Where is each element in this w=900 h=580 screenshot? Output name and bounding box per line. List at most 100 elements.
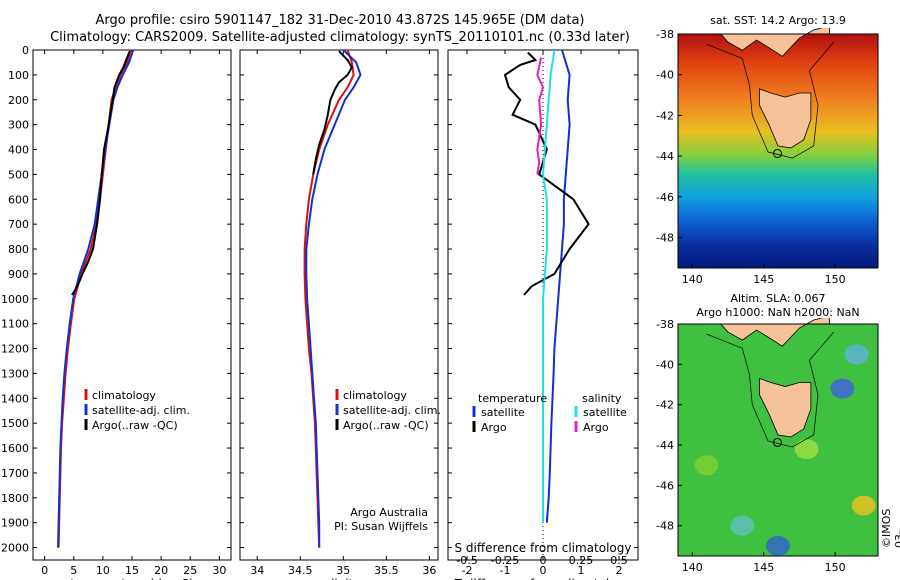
y-tick-label: 300 [8,119,29,132]
chart-title-line2: Climatology: CARS2009. Satellite-adjuste… [50,30,630,45]
y-tick-label: 1600 [1,442,29,455]
map-frame [677,323,879,557]
x-tick-label: 15 [125,564,139,577]
series-line-argo-raw-qc- [71,50,131,296]
x-tick-label: 34.5 [288,564,313,577]
x-tick-label: 34 [250,564,264,577]
map-y-tick-label: -38 [656,28,674,41]
map-x-tick-label: 150 [825,273,846,286]
tasmania [759,377,812,438]
top-tick-label: 0.5 [610,554,628,567]
legend-label: Argo(..raw -QC) [343,419,429,432]
plot-frame-temperature [32,49,232,561]
y-tick-label: 1300 [1,367,29,380]
series-line-climatology [57,49,132,548]
x-axis-label: T difference from climatology [454,577,632,580]
y-tick-label: 1700 [1,467,29,480]
map-y-tick-label: -46 [656,479,674,492]
x-axis-label: temperature (deg C) [70,577,193,580]
y-tick-label: 800 [8,243,29,256]
series-line-climatology [303,49,355,548]
top-axis-label: S difference from climatology [455,541,632,555]
sla-map-title-line1: Altim. SLA: 0.067 [730,292,826,305]
series-line-argo [536,57,545,175]
x-tick-label: -2 [462,564,473,577]
legend-label: satellite-adj. clim. [343,404,441,417]
y-tick-label: 400 [8,144,29,157]
sla-anomaly [794,439,819,460]
x-tick-label: 0 [540,564,547,577]
x-tick-label: 20 [154,564,168,577]
legend-label: satellite [481,406,525,419]
sla-anomaly [766,535,790,556]
map-y-tick-label: -44 [656,150,674,163]
map-y-tick-label: -38 [656,318,674,331]
y-tick-label: 100 [8,69,29,82]
sla-anomaly [694,455,719,476]
sst-map-title: sat. SST: 14.2 Argo: 13.9 [710,14,846,27]
map-y-tick-label: -44 [656,439,674,452]
shelf-contour [706,41,834,159]
australia-mainland [719,318,830,347]
x-tick-label: 30 [212,564,226,577]
top-tick-label: 0 [540,554,547,567]
chart-title-line1: Argo profile: csiro 5901147_182 31-Dec-2… [95,13,585,28]
y-tick-label: 0 [22,44,29,57]
annotation-line1: Argo Australia [350,506,428,519]
y-tick-label: 1400 [1,392,29,405]
series-line-satellite-adj-clim- [57,49,135,548]
legend-label: satellite [583,406,627,419]
x-tick-label: 0 [41,564,48,577]
legend-label: satellite-adj. clim. [92,404,190,417]
series-line-satellite-adj-clim- [305,49,362,548]
map-y-tick-label: -40 [656,69,674,82]
series-line-satellite [541,49,556,523]
map-x-tick-label: 145 [753,273,774,286]
y-tick-label: 2000 [1,542,29,555]
argo-position-marker [773,148,782,158]
sla-anomaly [830,378,855,399]
x-tick-label: 10 [96,564,110,577]
sst-field [678,34,878,268]
x-tick-label: 1 [578,564,585,577]
map-y-tick-label: -48 [656,231,674,244]
y-tick-label: 1800 [1,492,29,505]
sla-anomaly [844,344,869,365]
top-tick-label: -0.5 [456,554,477,567]
annotation-line2: PI: Susan Wijffels [334,520,428,533]
plot-frame-salinity [239,49,439,561]
legend-label: Argo [583,421,609,434]
x-tick-label: 36 [422,564,436,577]
series-line-satellite [545,49,571,523]
map-y-tick-label: -48 [656,520,674,533]
y-tick-label: 700 [8,218,29,231]
x-tick-label: 35 [336,564,350,577]
argo-position-marker [773,437,782,447]
x-axis-label: salinity [317,577,360,580]
map-y-tick-label: -40 [656,358,674,371]
x-tick-label: 35.5 [374,564,399,577]
y-tick-label: 500 [8,168,29,181]
legend-label: Argo(..raw -QC) [92,419,178,432]
legend-label: Argo [481,421,507,434]
legend-label: climatology [343,389,407,402]
map-y-tick-label: -42 [656,399,674,412]
x-tick-label: 2 [616,564,623,577]
sla-map-title-line2: Argo h1000: NaN h2000: NaN [696,306,860,319]
map-x-tick-label: 150 [825,561,846,574]
top-tick-label: 0.25 [569,554,594,567]
map-x-tick-label: 140 [682,561,703,574]
sla-map: -38 -40 -42 -44 -46 -48 140 145 150 [656,318,879,574]
sla-field [678,324,878,556]
y-tick-label: 1100 [1,318,29,331]
imos-credit: ©IMOS 03-Aug-2017 00:40:55 [880,508,900,548]
map-y-tick-label: -42 [656,109,674,122]
shelf-contour [706,331,834,448]
tasmania [759,88,812,149]
y-tick-label: 600 [8,193,29,206]
map-x-tick-label: 145 [753,561,774,574]
map-y-tick-label: -46 [656,191,674,204]
legend-header-temperature: temperature [478,392,547,405]
y-tick-label: 1900 [1,517,29,530]
x-tick-label: 5 [70,564,77,577]
